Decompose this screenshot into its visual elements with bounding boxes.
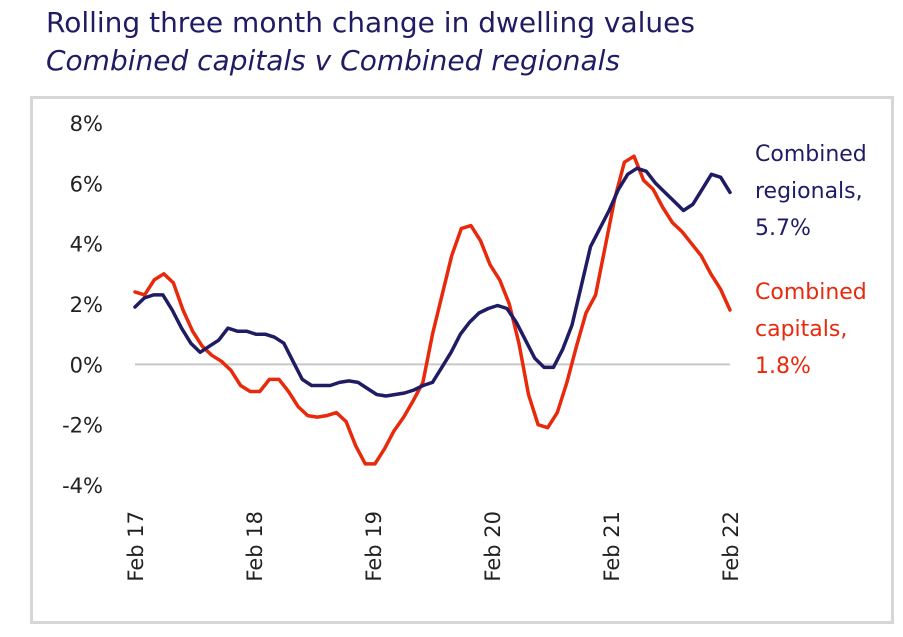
chart-subtitle: Combined capitals v Combined regionals [46, 44, 620, 77]
series-label-combined-capitals: Combined capitals, 1.8% [755, 280, 867, 379]
chart-frame: 8% 6% 4% 2% 0% -2% -4% Feb 17 Feb 18 Feb 19 Feb 2… [30, 96, 894, 624]
series-line-combined-regionals [133, 166, 732, 398]
y-axis: 8% 6% 4% 2% 0% -2% -4% [62, 112, 103, 498]
series-line-combined-capitals [133, 154, 732, 466]
x-tick-label: Feb 18 [243, 511, 267, 582]
y-tick-label: 8% [70, 112, 103, 136]
x-tick-label: Feb 21 [600, 511, 624, 582]
x-tick-label: Feb 17 [124, 511, 148, 582]
x-tick-label: Feb 19 [362, 511, 386, 582]
y-tick-label: 2% [70, 293, 103, 317]
series-lines [133, 154, 732, 466]
line-chart: 8% 6% 4% 2% 0% -2% -4% Feb 17 Feb 18 Feb 19 Feb 2… [62, 112, 867, 582]
y-tick-label: 4% [70, 233, 103, 257]
series-labels: Combined regionals, 5.7% Combined capitals, 1… [755, 142, 867, 379]
x-axis: Feb 17 Feb 18 Feb 19 Feb 20 Feb 21 Feb 22 [124, 511, 743, 582]
x-tick-label: Feb 22 [719, 511, 743, 582]
chart-title: Rolling three month change in dwelling v… [46, 6, 695, 39]
y-tick-label: -2% [62, 414, 103, 438]
y-tick-label: 0% [70, 353, 103, 377]
y-tick-label: -4% [62, 474, 103, 498]
series-label-combined-regionals: Combined regionals, 5.7% [755, 142, 867, 241]
y-tick-label: 6% [70, 172, 103, 196]
chart-title-block: Rolling three month change in dwelling v… [46, 4, 695, 80]
x-tick-label: Feb 20 [481, 511, 505, 582]
